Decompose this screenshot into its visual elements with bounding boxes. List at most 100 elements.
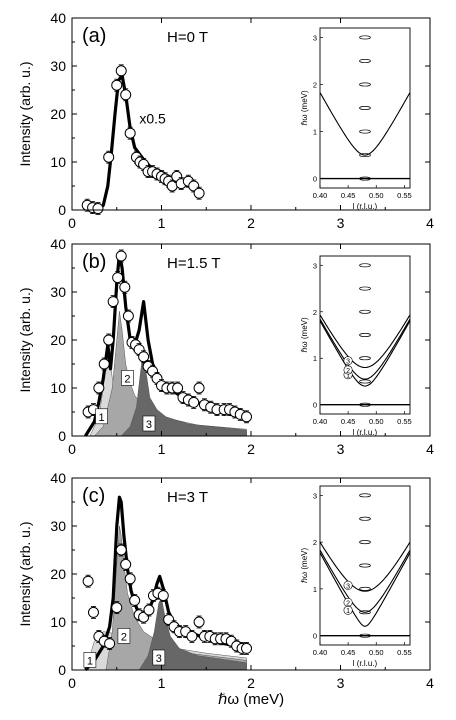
data-point (193, 616, 205, 628)
data-point (103, 334, 115, 346)
x-tick-label: 2 (247, 441, 255, 457)
inset-ellipse (359, 402, 371, 407)
component-2 (93, 311, 247, 437)
inset-y-tick-label: 0 (313, 401, 317, 410)
inset-0: 0.40 0.45 0.50 0.55 0 1 2 3 l (r.l.u.) ℏω (meV) (300, 27, 412, 211)
component-label-box (117, 628, 131, 644)
y-tick-label: 20 (50, 332, 66, 348)
inset-dispersion-branch (319, 552, 411, 627)
inset-ellipse (359, 633, 371, 638)
x-tick-label: 3 (337, 441, 345, 457)
inset-ellipse (359, 309, 371, 314)
inset-ellipse (359, 35, 371, 40)
y-tick-label: 30 (50, 518, 66, 534)
y-tick-label: 40 (50, 236, 66, 252)
inset-y-tick-label: 1 (313, 128, 317, 137)
y-tick-label: 10 (50, 154, 66, 170)
x-axis-label: ℏω (meV) (218, 691, 284, 708)
component-label: 1 (98, 412, 104, 424)
inset-y-tick-label: 0 (313, 632, 317, 641)
inset-ellipse (359, 129, 371, 134)
component-label-box (121, 370, 134, 386)
inset-ellipse (359, 563, 371, 568)
data-point (115, 544, 127, 556)
inset-x-tick-label: 0.45 (341, 648, 356, 657)
data-point (107, 296, 119, 308)
component-label-box (142, 415, 156, 432)
scale-annotation: x0.5 (139, 111, 166, 127)
inset-frame (319, 255, 411, 415)
inset-ellipse (359, 106, 371, 110)
inset-ellipse (359, 610, 371, 615)
data-point (129, 594, 141, 606)
inset-ellipse (359, 356, 371, 361)
data-point (111, 602, 123, 614)
inset-dispersion-branch (319, 314, 411, 369)
inset-ellipse (359, 540, 371, 545)
x-tick-label: 0 (68, 215, 76, 231)
field-label: H=1.5 T (167, 255, 221, 272)
data-point (103, 151, 115, 163)
component-3 (138, 597, 247, 671)
data-point (188, 396, 200, 408)
inset-x-tick-label: 0.55 (397, 648, 412, 657)
inset-x-tick-label: 0.55 (397, 417, 412, 426)
inset-ellipse (359, 586, 371, 591)
inset-ellipse (359, 379, 371, 384)
x-tick-label: 4 (426, 215, 434, 231)
inset-branch-marker (343, 580, 353, 590)
x-tick-label: 0 (68, 441, 76, 457)
data-point (241, 642, 253, 654)
inset-branch-marker (343, 365, 353, 375)
data-point (163, 614, 175, 626)
data-point (98, 358, 110, 370)
inset-ellipse (359, 493, 371, 498)
data-point (87, 606, 99, 618)
inset-dispersion-branch (319, 318, 411, 380)
data-point (120, 89, 132, 101)
inset-y-tick-label: 3 (313, 33, 317, 42)
inset-ellipse (359, 176, 371, 181)
y-tick-label: 40 (50, 10, 66, 26)
data-point (82, 575, 94, 587)
inset-x-label: l (r.l.u.) (353, 659, 378, 668)
y-axis-label: Intensity (arb. u.) (17, 521, 33, 626)
inset-ellipse (359, 263, 371, 268)
inset-x-tick-label: 0.50 (369, 417, 384, 426)
y-axis-label: Intensity (arb. u.) (17, 61, 33, 166)
data-point (124, 127, 136, 139)
inset-x-tick-label: 0.45 (341, 417, 356, 426)
y-tick-label: 30 (50, 284, 66, 300)
data-point (111, 79, 123, 91)
panel-label: (b) (82, 251, 106, 273)
inset-dispersion-branch (319, 92, 411, 156)
component-label: 1 (87, 655, 93, 667)
inset-dispersion-branch (319, 541, 411, 592)
inset-y-tick-label: 1 (313, 585, 317, 594)
inset-y-tick-label: 2 (313, 308, 317, 317)
panel-label: (a) (82, 25, 106, 47)
field-label: H=3 T (167, 489, 208, 506)
data-point (138, 351, 150, 363)
y-tick-label: 0 (58, 662, 66, 678)
inset-branch-label: 2 (346, 368, 350, 375)
x-tick-label: 2 (247, 675, 255, 691)
inset-y-label: ℏω (meV) (300, 317, 309, 353)
inset-branch-label: 3 (346, 583, 350, 590)
data-point (143, 604, 155, 616)
x-tick-label: 1 (158, 441, 166, 457)
y-tick-label: 0 (58, 202, 66, 218)
inset-branch-label: 1 (346, 373, 350, 380)
inset-x-tick-label: 0.40 (313, 648, 328, 657)
component-label-box (83, 652, 97, 668)
inset-x-tick-label: 0.50 (369, 648, 384, 657)
data-point (104, 638, 116, 650)
data-point (119, 281, 131, 293)
data-point (93, 382, 105, 394)
data-point (188, 180, 200, 192)
inset-x-label: l (r.l.u.) (353, 202, 378, 211)
component-label-box (95, 408, 108, 425)
